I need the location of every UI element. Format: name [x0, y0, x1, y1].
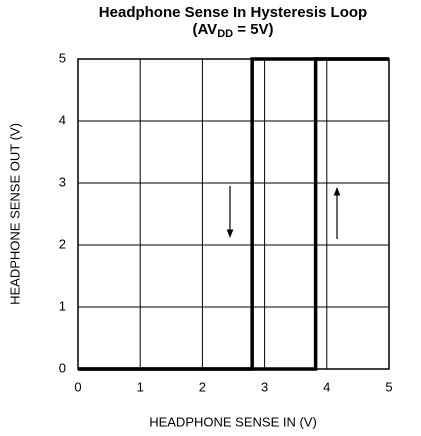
y-tick-label: 2	[59, 236, 66, 251]
y-tick-label: 4	[59, 112, 66, 127]
y-tick-label: 5	[59, 50, 66, 65]
x-tick-label: 2	[199, 379, 206, 394]
y-tick-label: 0	[59, 360, 66, 375]
plot-frame	[77, 58, 390, 370]
x-tick-label: 1	[137, 379, 144, 394]
x-tick-label: 3	[261, 379, 268, 394]
subtitle-part: (AV	[192, 21, 217, 38]
hysteresis-line	[78, 57, 389, 371]
y-tick-label: 1	[59, 298, 66, 313]
subtitle-part: = 5V)	[233, 21, 273, 38]
chart-title: Headphone Sense In Hysteresis Loop	[99, 4, 367, 21]
y-tick-label: 3	[59, 174, 66, 189]
x-tick-label: 0	[74, 379, 81, 394]
x-tick-label: 5	[385, 379, 392, 394]
subtitle-subscript: DD	[217, 28, 233, 40]
x-tick-label: 4	[323, 379, 330, 394]
y-axis-label: HEADPHONE SENSE OUT (V)	[7, 123, 22, 305]
hysteresis-line	[78, 57, 389, 371]
x-axis-label: HEADPHONE SENSE IN (V)	[149, 414, 317, 429]
chart-subtitle: (AVDD = 5V)	[192, 21, 273, 40]
